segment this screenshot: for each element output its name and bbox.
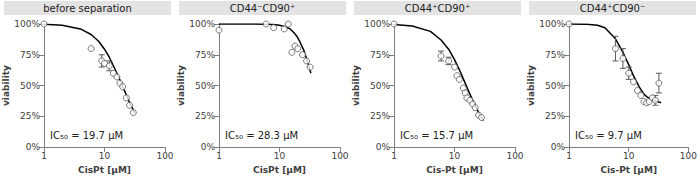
svg-text:25%: 25% (20, 111, 40, 121)
svg-text:0%: 0% (201, 142, 216, 152)
svg-text:100: 100 (506, 151, 523, 161)
svg-text:100: 100 (680, 151, 697, 161)
svg-text:50%: 50% (370, 81, 390, 91)
svg-text:25%: 25% (195, 111, 215, 121)
svg-text:100: 100 (156, 151, 173, 161)
svg-text:0%: 0% (26, 142, 41, 152)
svg-text:25%: 25% (545, 111, 565, 121)
svg-text:viability: viability (1, 65, 11, 106)
svg-text:100%: 100% (364, 19, 390, 29)
svg-text:IC₅₀ = 19.7 µM: IC₅₀ = 19.7 µM (50, 130, 123, 141)
svg-text:viability: viability (351, 65, 361, 106)
svg-text:10: 10 (623, 151, 635, 161)
svg-text:0%: 0% (376, 142, 391, 152)
svg-text:10: 10 (449, 151, 461, 161)
svg-text:100%: 100% (14, 19, 40, 29)
svg-text:viability: viability (526, 65, 536, 106)
svg-text:1: 1 (41, 151, 47, 161)
svg-text:25%: 25% (370, 111, 390, 121)
svg-text:50%: 50% (545, 81, 565, 91)
svg-text:Cis-Pt [µM]: Cis-Pt [µM] (600, 165, 657, 175)
svg-text:IC₅₀ = 15.7 µM: IC₅₀ = 15.7 µM (400, 130, 473, 141)
svg-text:IC₅₀ = 9.7 µM: IC₅₀ = 9.7 µM (575, 130, 642, 141)
svg-text:100%: 100% (539, 19, 565, 29)
svg-text:1: 1 (391, 151, 397, 161)
svg-text:Cis-Pt [µM]: Cis-Pt [µM] (426, 165, 483, 175)
svg-text:75%: 75% (195, 50, 215, 60)
svg-text:50%: 50% (20, 81, 40, 91)
svg-text:10: 10 (274, 151, 286, 161)
svg-text:50%: 50% (195, 81, 215, 91)
svg-text:CisPt [µM]: CisPt [µM] (253, 165, 306, 175)
svg-text:0%: 0% (551, 142, 566, 152)
svg-text:CD44⁺CD90⁺: CD44⁺CD90⁺ (405, 3, 470, 14)
svg-text:100%: 100% (189, 19, 215, 29)
svg-text:1: 1 (216, 151, 222, 161)
svg-text:75%: 75% (20, 50, 40, 60)
svg-text:1: 1 (566, 151, 572, 161)
svg-text:10: 10 (99, 151, 111, 161)
svg-text:IC₅₀ = 28.3 µM: IC₅₀ = 28.3 µM (225, 130, 298, 141)
svg-text:viability: viability (176, 65, 186, 106)
svg-text:CD44⁺CD90⁻: CD44⁺CD90⁻ (580, 3, 645, 14)
svg-text:75%: 75% (370, 50, 390, 60)
svg-text:100: 100 (331, 151, 348, 161)
svg-text:before separation: before separation (43, 3, 132, 14)
svg-text:75%: 75% (545, 50, 565, 60)
svg-text:CD44⁻CD90⁺: CD44⁻CD90⁺ (230, 3, 295, 14)
svg-text:CisPt [µM]: CisPt [µM] (78, 165, 131, 175)
